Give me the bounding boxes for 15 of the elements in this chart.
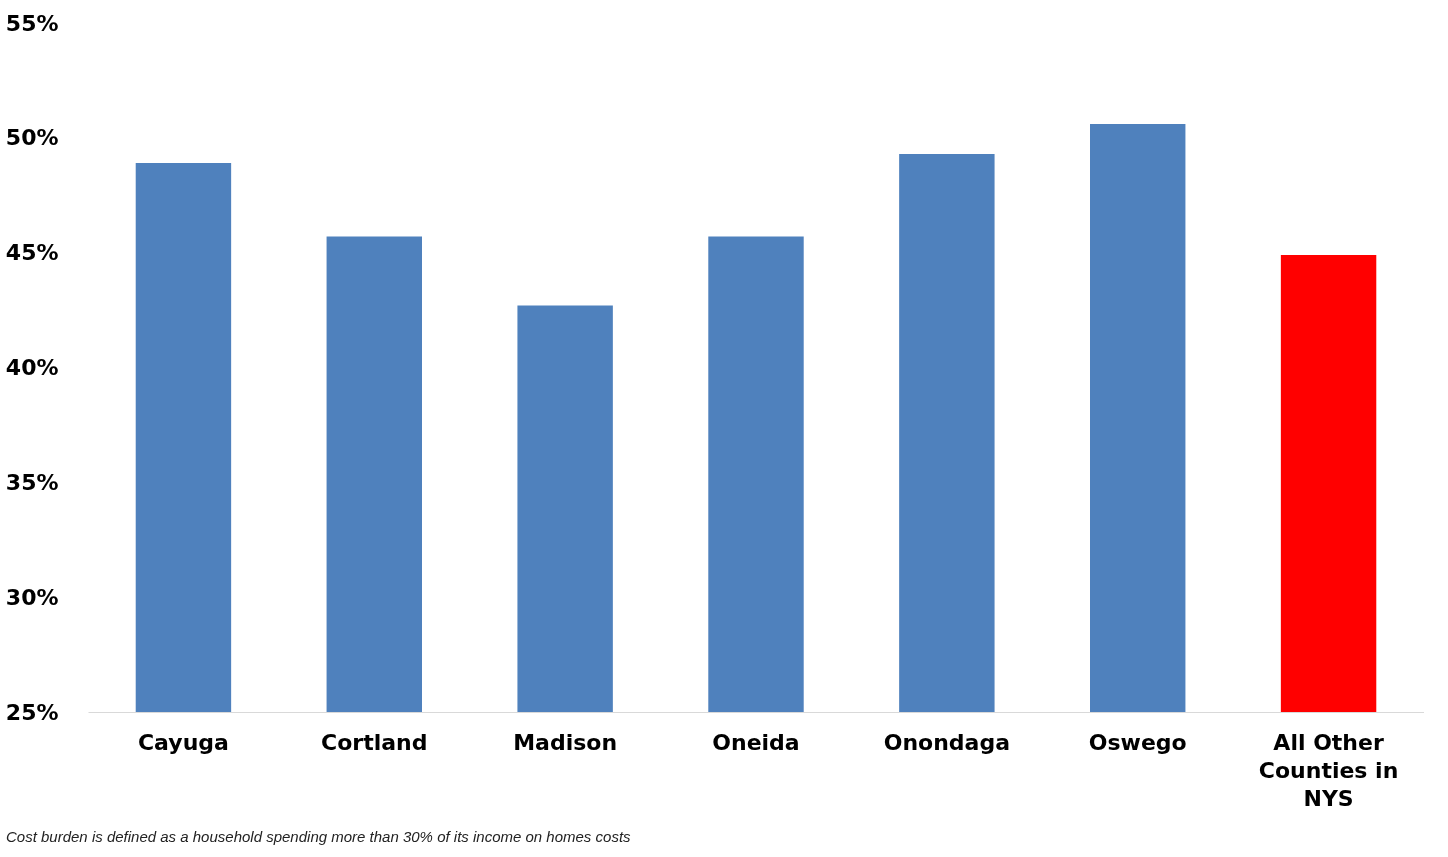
x-tick-label: Onondaga <box>883 729 1011 755</box>
x-tick-label: Madison <box>513 729 618 755</box>
x-tick-label: Oswego <box>1088 729 1187 755</box>
y-tick-label: 40% <box>5 355 59 380</box>
y-tick-label: 45% <box>5 240 59 266</box>
x-tick-label: All Other Counties in NYS <box>1258 729 1399 811</box>
x-tick-label: Cayuga <box>137 729 229 755</box>
x-tick-label: Cortland <box>321 729 428 755</box>
y-tick-label: 50% <box>5 125 59 151</box>
x-tick-label: Oneida <box>712 729 800 755</box>
text: Cost burden is defined as a household spending more than 30% of its income on homes costs <box>6 828 631 845</box>
y-tick-label: 25% <box>5 699 59 725</box>
y-tick-label: 55% <box>5 10 59 36</box>
y-tick-label: 30% <box>5 584 59 610</box>
y-tick-label: 35% <box>5 469 59 495</box>
